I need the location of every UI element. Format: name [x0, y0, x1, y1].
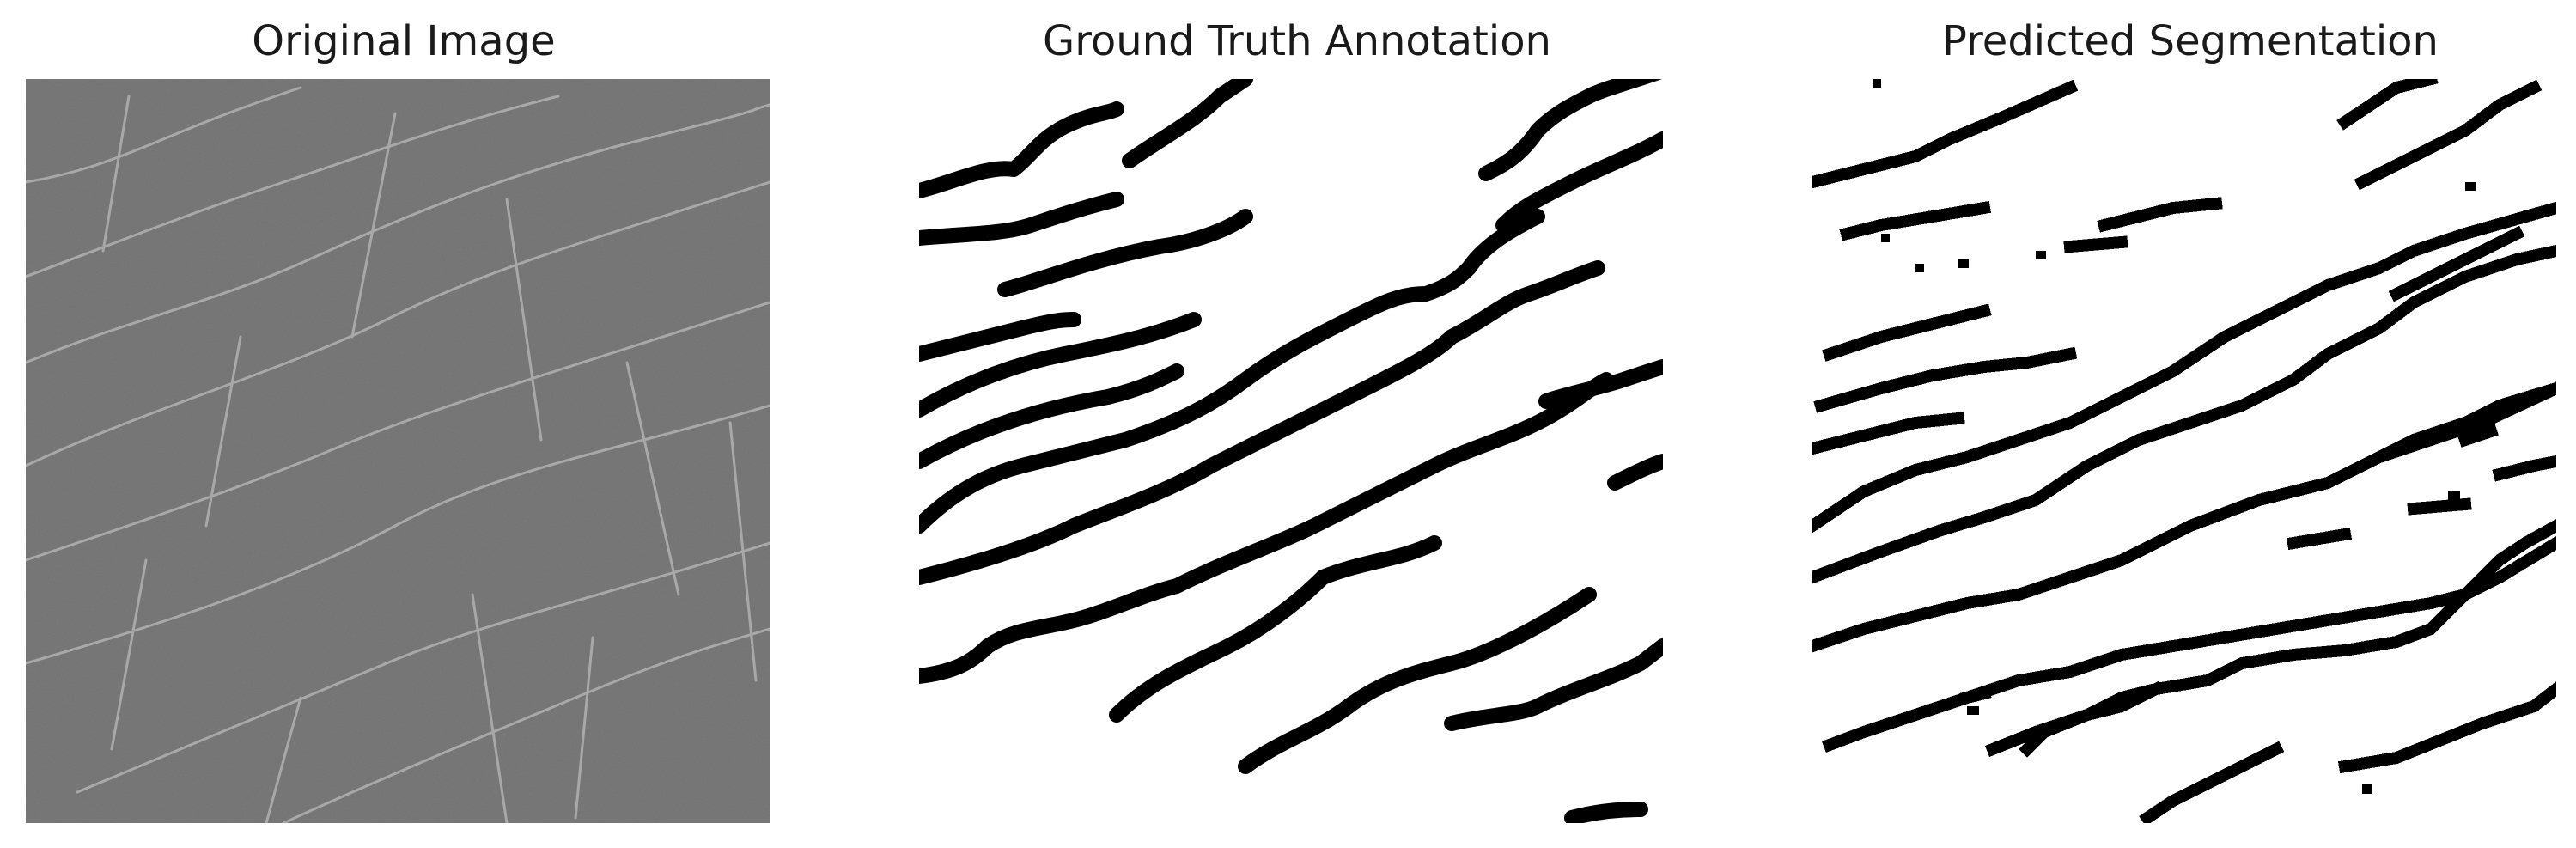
- prediction-specks: [1873, 79, 2476, 794]
- predicted-mask: [1812, 79, 2556, 823]
- prediction-canvas: [1812, 79, 2556, 823]
- crack-lines: [26, 86, 770, 823]
- panel-title-prediction: Predicted Segmentation: [1942, 17, 2439, 65]
- original-image-canvas: [26, 79, 770, 823]
- texture-background: [26, 79, 770, 823]
- prediction-strokes: [1812, 79, 2556, 823]
- panel-title-original: Original Image: [252, 17, 556, 65]
- panel-title-ground-truth: Ground Truth Annotation: [1043, 17, 1551, 65]
- ground-truth-canvas: [919, 79, 1663, 823]
- annotation-strokes: [919, 79, 1663, 823]
- original-image: [26, 79, 770, 823]
- ground-truth-mask: [919, 79, 1663, 823]
